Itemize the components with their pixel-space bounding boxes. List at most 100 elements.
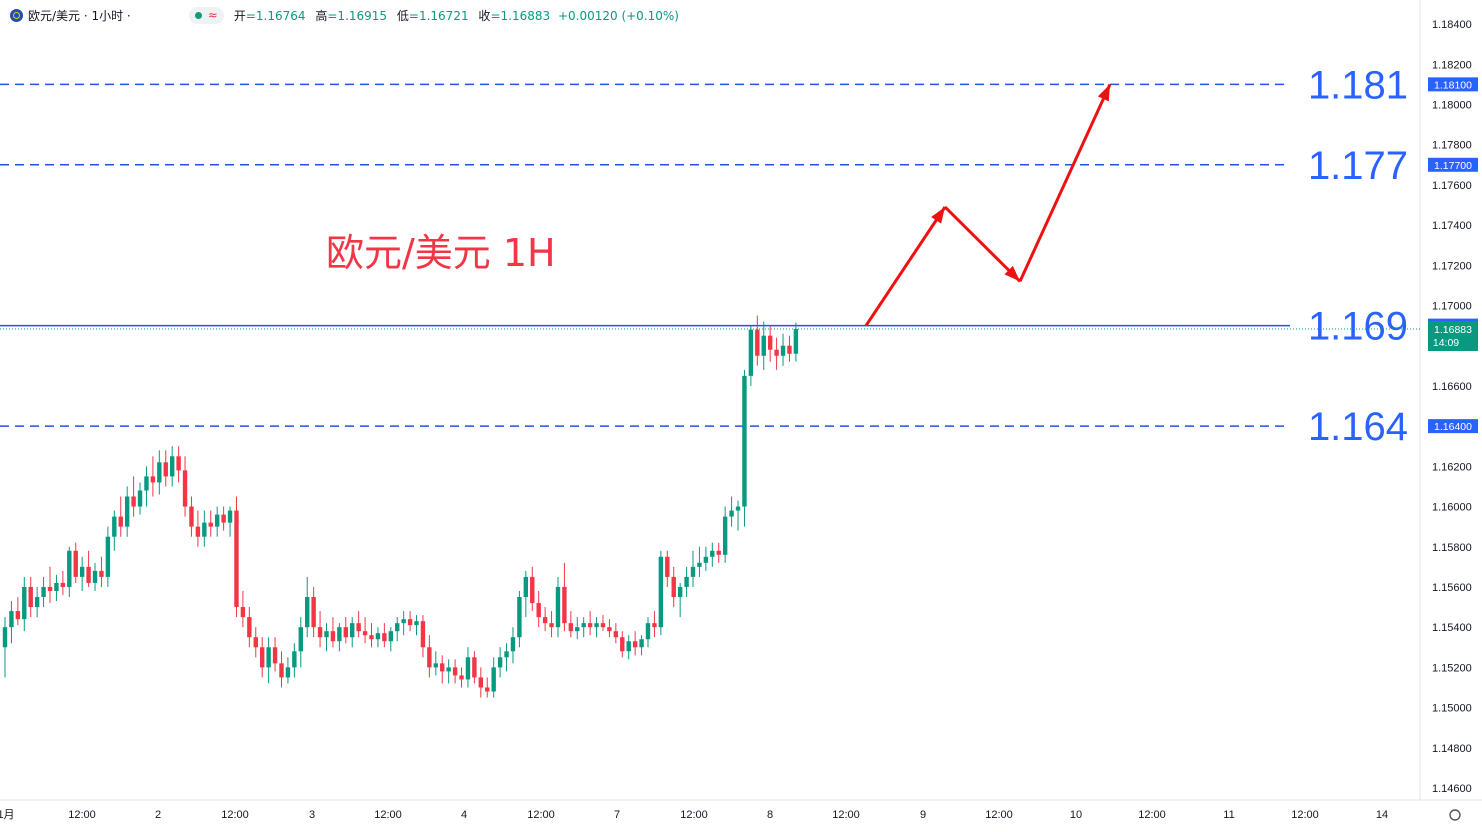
y-tick-label: 1.17800: [1432, 140, 1472, 152]
candle-body: [144, 476, 149, 491]
candle-body: [279, 663, 284, 678]
candle-body: [202, 522, 207, 537]
candle-body: [440, 663, 445, 672]
candle-body: [755, 329, 760, 356]
market-open-dot-icon: [194, 11, 202, 19]
ohlc-readout: 开=1.16764 高=1.16915 低=1.16721 收=1.16883 …: [234, 7, 679, 24]
candle-body: [452, 667, 458, 676]
candle-body: [677, 586, 683, 598]
level-price-badge: [1428, 77, 1478, 92]
last-price-badge-text: 1.16883: [1434, 324, 1472, 336]
x-tick-label: 8: [767, 809, 773, 821]
candle-body: [703, 556, 709, 563]
candle-body: [221, 514, 226, 523]
market-status-badge[interactable]: ≈: [188, 6, 224, 24]
candle-body: [722, 516, 728, 555]
candle-body: [54, 582, 59, 591]
y-tick-label: 1.15000: [1432, 703, 1472, 715]
candle-body: [671, 576, 676, 598]
candle-body: [92, 570, 98, 583]
symbol-label[interactable]: 欧元/美元 · 1小时 ·: [28, 8, 131, 23]
x-tick-label: 1月: [0, 809, 15, 821]
candle-body: [395, 623, 400, 632]
candle-body: [34, 597, 40, 608]
y-tick-label: 1.17400: [1432, 220, 1472, 232]
candle-body: [420, 621, 426, 648]
y-tick-label: 1.18200: [1432, 59, 1472, 71]
candle-body: [388, 631, 393, 642]
candle-body: [581, 623, 586, 628]
candle-body: [182, 470, 188, 507]
y-tick-label: 1.16600: [1432, 381, 1472, 393]
close-value: =1.16883: [490, 8, 551, 23]
candle-body: [632, 641, 638, 648]
candle-body: [517, 597, 522, 638]
bar-countdown-text: 14:09: [1433, 337, 1459, 349]
candle-body: [735, 506, 741, 511]
chart-header: 欧元/美元 · 1小时 · ≈ 开=1.16764 高=1.16915 低=1.…: [10, 6, 679, 24]
open-value: =1.16764: [245, 8, 306, 23]
candle-body: [562, 586, 567, 624]
x-tick-label: 12:00: [985, 809, 1013, 821]
y-tick-label: 1.16200: [1432, 461, 1472, 473]
projection-arrow-line: [943, 205, 1022, 283]
level-price-badge-text: 1.18100: [1434, 79, 1472, 91]
candle-body: [510, 637, 516, 652]
candle-body: [15, 611, 21, 620]
candle-body: [79, 566, 85, 577]
candle-body: [99, 570, 104, 577]
candle-body: [73, 550, 78, 577]
candle-body: [710, 550, 715, 557]
candle-body: [401, 619, 406, 624]
candle-body: [67, 550, 72, 587]
candle-body: [369, 635, 374, 640]
candle-body: [311, 597, 316, 628]
candle-body: [465, 657, 471, 680]
candle-body: [131, 496, 136, 507]
candle-body: [305, 597, 310, 628]
x-tick-label: 12:00: [1291, 809, 1319, 821]
projection-arrowhead-icon: [931, 206, 945, 224]
candle-body: [330, 631, 336, 642]
x-tick-label: 4: [461, 809, 467, 821]
candle-body: [497, 657, 503, 668]
candle-body: [658, 556, 664, 628]
high-label: 高: [315, 8, 328, 23]
candle-body: [9, 611, 14, 628]
candle-body: [343, 627, 348, 638]
candle-body: [433, 663, 439, 668]
candle-body: [793, 329, 799, 354]
candle-body: [189, 506, 194, 527]
wave-icon: ≈: [207, 8, 218, 22]
candle-body: [555, 586, 561, 628]
candle-body: [407, 619, 413, 626]
candle-body: [247, 617, 252, 638]
candle-body: [716, 550, 721, 555]
candle-body: [767, 335, 773, 350]
candle-body: [112, 516, 117, 537]
candle-body: [446, 667, 451, 672]
change-value: +0.00120 (+0.10%): [557, 8, 679, 23]
candle-body: [317, 627, 323, 638]
low-label: 低: [396, 8, 409, 23]
candle-body: [234, 510, 239, 608]
candle-body: [459, 675, 464, 680]
x-tick-label: 9: [920, 809, 926, 821]
candle-body: [41, 586, 46, 598]
settings-gear-icon[interactable]: [1449, 809, 1461, 821]
candle-body: [774, 349, 779, 356]
candle-body: [620, 637, 625, 652]
level-label: 1.169: [1308, 305, 1408, 349]
candle-body: [28, 586, 33, 608]
candle-body: [240, 607, 246, 618]
open-label: 开: [233, 8, 246, 23]
x-tick-label: 12:00: [221, 809, 249, 821]
candle-body: [594, 623, 599, 628]
candle-body: [478, 677, 484, 688]
x-tick-label: 12:00: [1138, 809, 1166, 821]
candle-body: [536, 603, 541, 618]
candle-body: [485, 687, 490, 692]
candle-body: [626, 641, 631, 652]
candle-body: [272, 647, 278, 664]
